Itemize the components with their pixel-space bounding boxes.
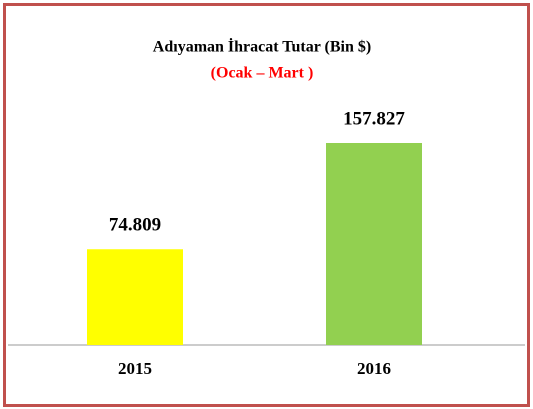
bar bbox=[326, 143, 422, 345]
x-tick-label: 2015 bbox=[118, 359, 152, 378]
chart-subtitle: (Ocak – Mart ) bbox=[211, 65, 314, 82]
bar bbox=[87, 249, 183, 345]
data-label: 74.809 bbox=[109, 215, 161, 236]
chart-title: Adıyaman İhracat Tutar (Bin $) bbox=[153, 37, 371, 56]
x-tick-label: 2016 bbox=[357, 359, 391, 378]
data-label: 157.827 bbox=[343, 108, 405, 129]
